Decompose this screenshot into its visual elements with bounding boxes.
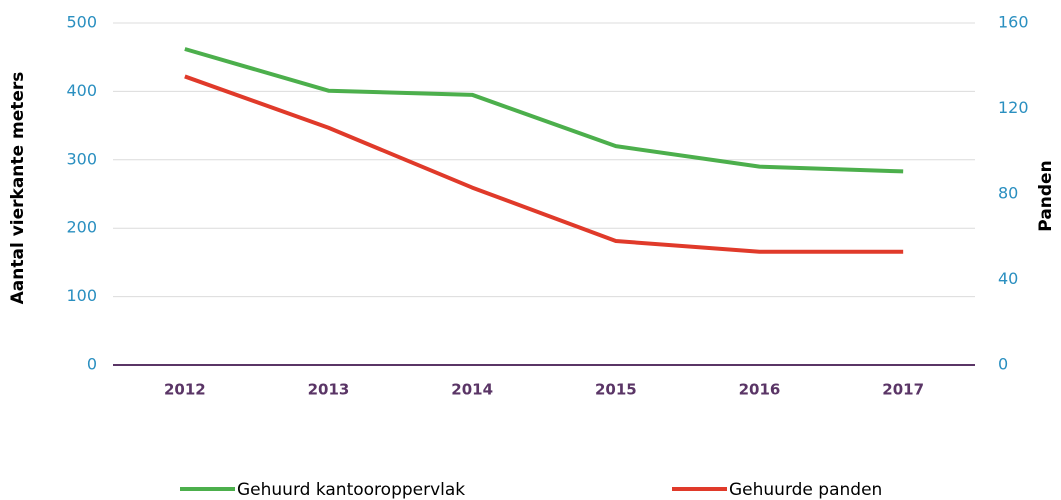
- legend-label: Gehuurd kantooroppervlak: [237, 480, 465, 500]
- y2-tick-label: 120: [998, 98, 1029, 117]
- y-tick-label: 300: [66, 149, 97, 168]
- y-tick-label: 0: [87, 355, 97, 374]
- y2-axis-label: Panden: [1036, 160, 1056, 231]
- y-tick-label: 100: [66, 286, 97, 305]
- y2-tick-label: 0: [998, 355, 1008, 374]
- y2-tick-label: 80: [998, 184, 1018, 203]
- x-tick-label: 2016: [739, 381, 781, 399]
- series-line: [184, 74, 904, 254]
- x-tick-label: 2015: [595, 381, 637, 399]
- legend-label: Gehuurde panden: [729, 480, 882, 500]
- series-line: [184, 47, 904, 174]
- x-tick-label: 2017: [882, 381, 924, 399]
- x-tick-label: 2012: [164, 381, 206, 399]
- y-axis-label: Aantal vierkante meters: [8, 72, 28, 305]
- y2-tick-label: 40: [998, 269, 1018, 288]
- y2-tick-label: 160: [998, 13, 1029, 32]
- x-tick-label: 2013: [308, 381, 350, 399]
- y-tick-label: 200: [66, 218, 97, 237]
- y-tick-label: 500: [66, 13, 97, 32]
- x-tick-label: 2014: [451, 381, 493, 399]
- y-tick-label: 400: [66, 81, 97, 100]
